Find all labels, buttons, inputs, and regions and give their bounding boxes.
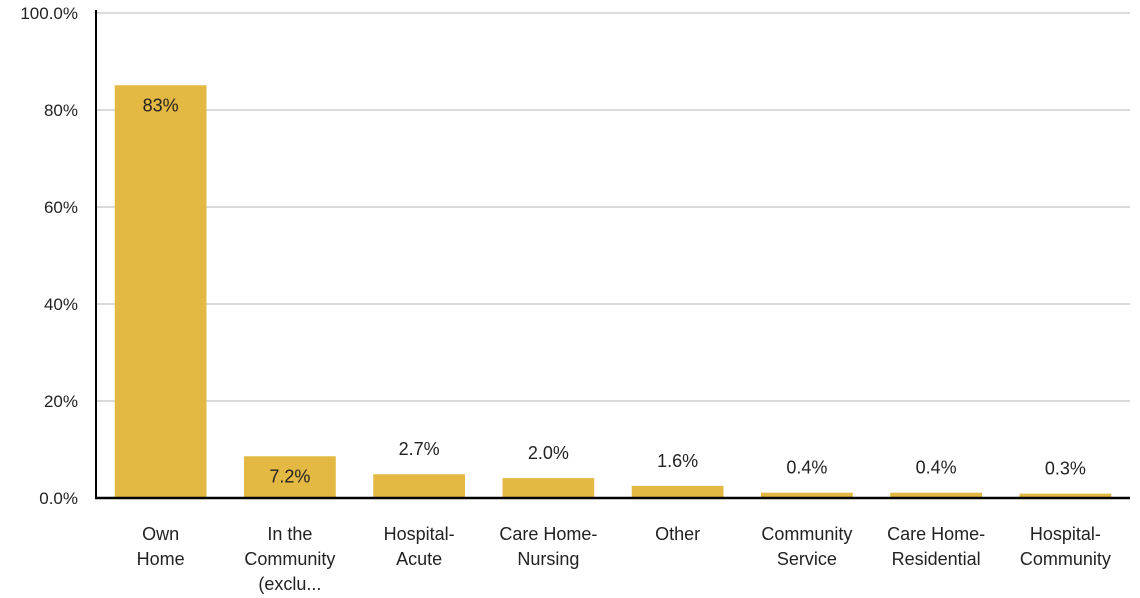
- bar: [373, 474, 466, 498]
- data-label: 2.0%: [528, 443, 569, 463]
- data-label: 0.4%: [916, 458, 957, 478]
- x-category-label: Community Service: [761, 524, 852, 569]
- x-category-label: Hospital-Community: [1020, 524, 1111, 569]
- y-tick-label: 0.0%: [39, 489, 78, 508]
- bar: [114, 85, 207, 498]
- bar: [631, 485, 724, 498]
- data-label: 7.2%: [269, 466, 310, 486]
- data-label: 83%: [143, 95, 179, 115]
- bar: [1019, 493, 1112, 498]
- data-label: 1.6%: [657, 451, 698, 471]
- y-tick-label: 60%: [44, 198, 78, 217]
- data-labels: 83% 7.2% 2.7% 2.0% 1.6% 0.4% 0.4% 0.3%: [143, 95, 1086, 486]
- gridlines: [96, 12, 1130, 402]
- x-category-label: In the Community (exclu...: [244, 524, 335, 594]
- x-category-label: Hospital-Acute: [384, 524, 455, 569]
- axes: [95, 10, 1130, 500]
- data-label: 0.3%: [1045, 459, 1086, 479]
- y-tick-label: 80%: [44, 101, 78, 120]
- y-tick-label: 40%: [44, 295, 78, 314]
- y-tick-label: 20%: [44, 392, 78, 411]
- x-category-label: Care Home-Residential: [887, 524, 985, 569]
- y-tick-labels: 0.0% 20% 40% 60% 80% 100.0%: [20, 4, 78, 508]
- data-label: 2.7%: [399, 439, 440, 459]
- bar: [243, 456, 336, 498]
- data-label: 0.4%: [786, 458, 827, 478]
- bar: [502, 478, 595, 498]
- y-tick-label: 100.0%: [20, 4, 78, 23]
- bar: [760, 492, 853, 498]
- x-category-label: Own Home: [137, 524, 185, 569]
- bar: [890, 492, 983, 498]
- x-category-label: Care Home-Nursing: [499, 524, 597, 569]
- bars: [114, 85, 1112, 498]
- x-category-labels: Own Home In the Community (exclu... Hospital-…: [137, 524, 1111, 594]
- x-category-label: Other: [655, 524, 700, 544]
